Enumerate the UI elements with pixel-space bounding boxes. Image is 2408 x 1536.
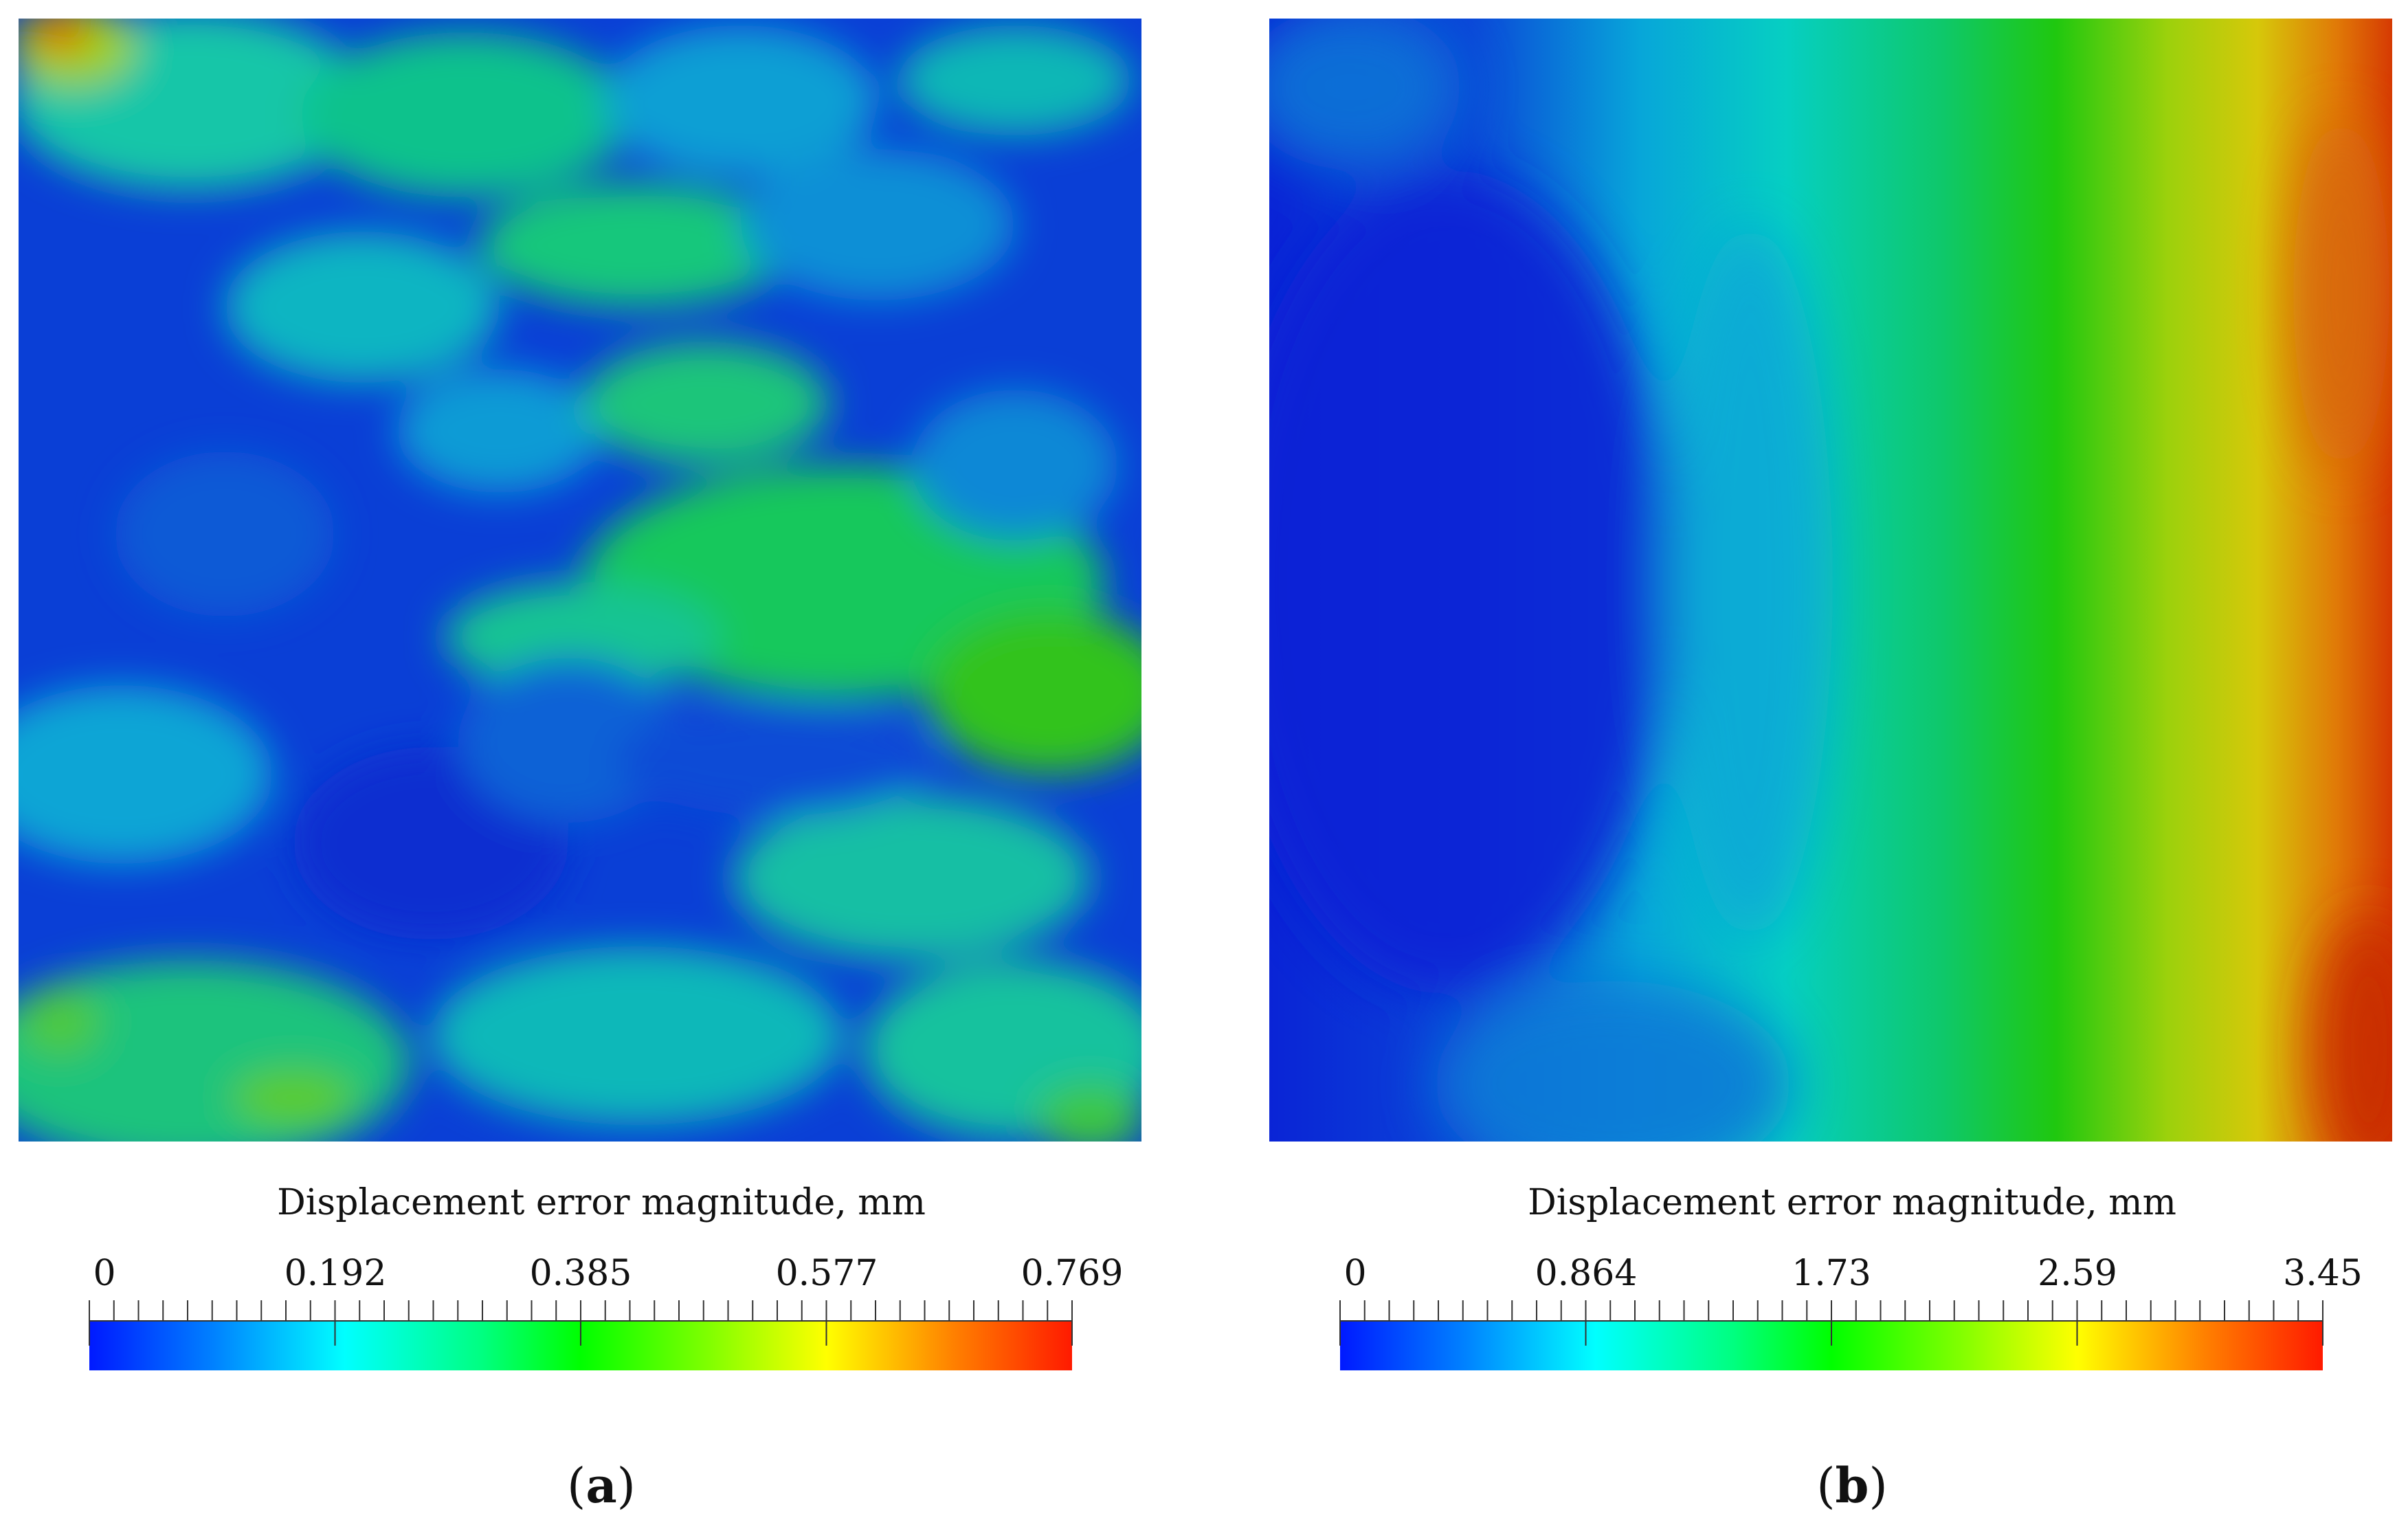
colorbar-ticks-b xyxy=(1339,1300,2323,1346)
colorbar-tick-label-b-1: 0.864 xyxy=(1535,1253,1638,1294)
colorbar-title-b: Displacement error magnitude, mm xyxy=(1528,1182,2176,1223)
heatmap-field-a xyxy=(19,19,1141,1142)
colorbar-tick-label-a-2: 0.385 xyxy=(530,1253,632,1294)
colorbar-tick-label-a-4: 0.769 xyxy=(1021,1253,1124,1294)
colorbar-tick-label-b-3: 2.59 xyxy=(2038,1253,2117,1294)
colorbar-tick-labels-b: 0 0.864 1.73 2.59 3.45 xyxy=(1344,1253,2362,1294)
colorbar-tick-label-b-4: 3.45 xyxy=(2283,1253,2363,1294)
colorbar-tick-label-a-0: 0 xyxy=(93,1253,115,1294)
colorbar-title-a: Displacement error magnitude, mm xyxy=(277,1182,926,1223)
colorbar-tick-label-b-2: 1.73 xyxy=(1792,1253,1871,1294)
colorbar-tick-label-b-0: 0 xyxy=(1344,1253,1366,1294)
colorbar-tick-label-a-1: 0.192 xyxy=(285,1253,387,1294)
panel-b: Displacement error magnitude, mm 0 0.864… xyxy=(1251,0,2408,1536)
heatmap-field-b xyxy=(1269,19,2392,1142)
colorbar-a: 0 0.192 0.385 0.577 0.769 xyxy=(89,1253,1123,1370)
panel-label-b: (b) xyxy=(1816,1457,1888,1514)
colorbar-ticks-a xyxy=(89,1300,1073,1346)
panel-label-a: (a) xyxy=(567,1457,636,1514)
colorbar-tick-labels-a: 0 0.192 0.385 0.577 0.769 xyxy=(93,1253,1123,1294)
colorbar-tick-label-a-3: 0.577 xyxy=(776,1253,878,1294)
colorbar-b: 0 0.864 1.73 2.59 3.45 xyxy=(1339,1253,2363,1370)
panel-a: Displacement error magnitude, mm 0 0.192… xyxy=(0,0,1203,1536)
